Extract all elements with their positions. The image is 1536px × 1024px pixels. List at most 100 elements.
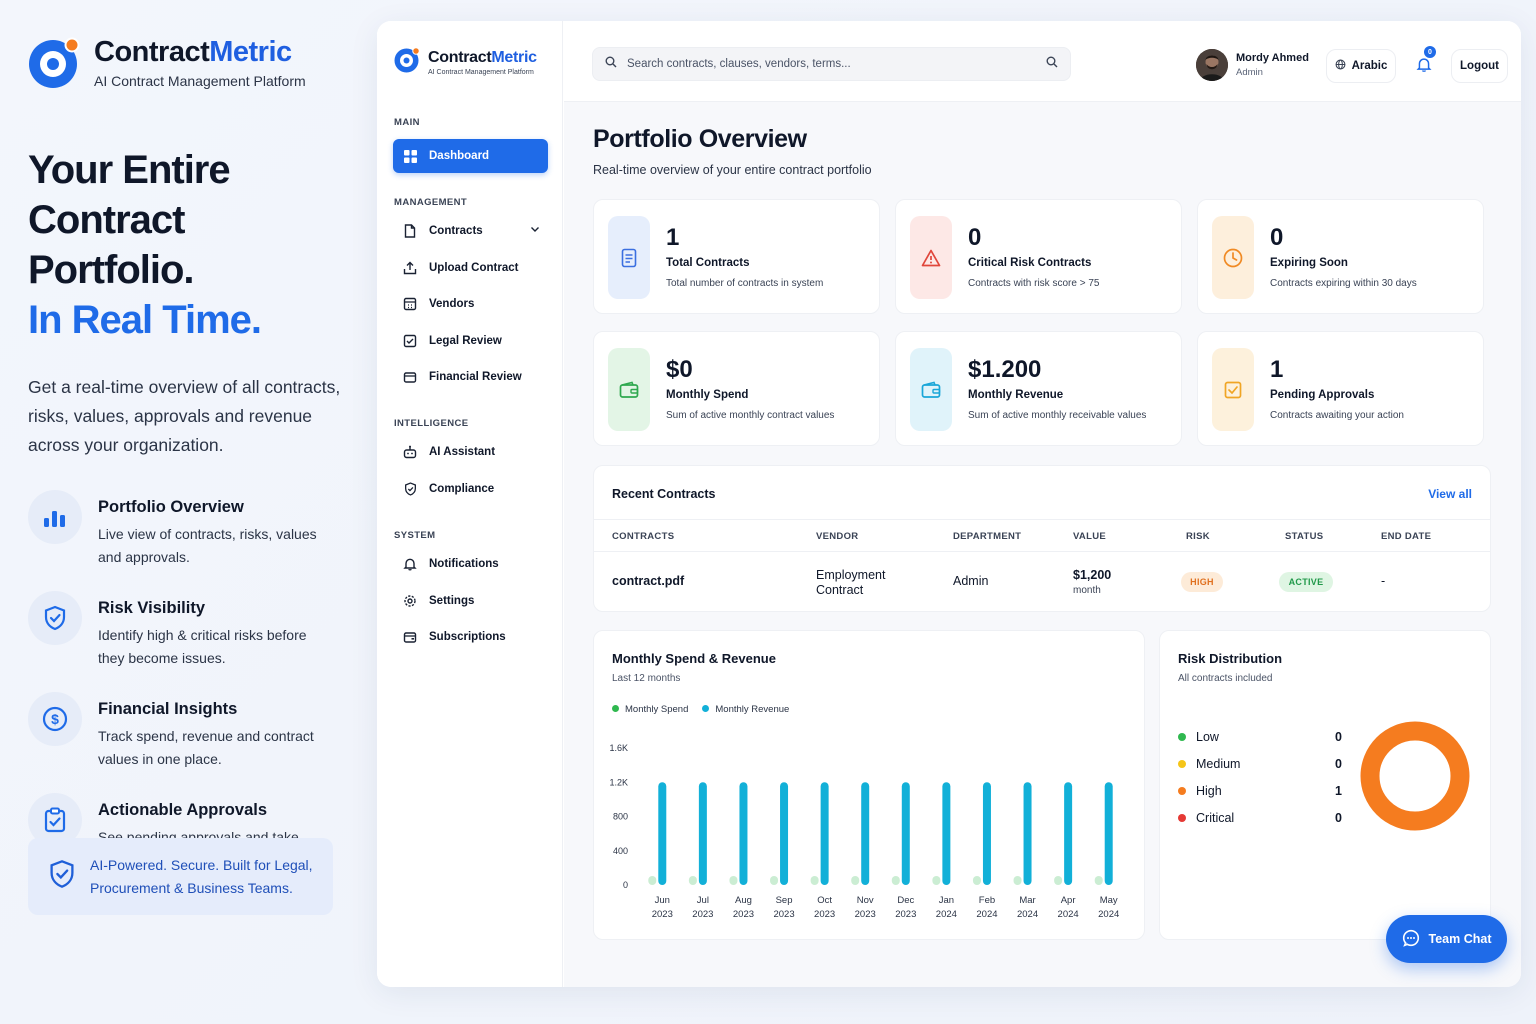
search-input[interactable] [627,58,1036,70]
recent-contracts-title: Recent Contracts [612,487,716,501]
team-chat-button[interactable]: Team Chat [1386,915,1507,963]
bar-revenue [1023,782,1032,885]
user-profile[interactable]: Mordy Ahmed Admin [1196,49,1309,81]
search-icon[interactable] [1046,55,1058,73]
shield-check-icon [403,482,417,496]
card-icon [403,630,417,644]
table-header: CONTRACTS VENDOR DEPARTMENT VALUE RISK S… [594,519,1490,552]
sidebar-item-legal-review[interactable]: Legal Review [393,324,548,358]
x-tick-label: 2023 [814,909,835,920]
stat-expiring-soon[interactable]: 0 Expiring Soon Contracts expiring withi… [1197,199,1484,314]
legend-spend[interactable]: Monthly Spend [612,704,688,715]
bar-revenue [1104,782,1113,885]
risk-distribution-card: Risk Distribution All contracts included… [1159,630,1491,940]
bar-chart-icon [28,490,82,544]
section-management: MANAGEMENT [394,197,468,208]
sidebar-brand-tagline: AI Contract Management Platform [428,69,534,76]
x-tick-label: Feb [979,895,995,906]
y-tick-label: 800 [613,812,628,822]
search-icon [605,55,617,73]
notifications-button[interactable]: 0 [1407,46,1441,83]
sidebar-item-financial-review[interactable]: Financial Review [393,360,548,394]
sidebar-item-compliance[interactable]: Compliance [393,472,548,506]
stat-total-contracts[interactable]: 1 Total Contracts Total number of contra… [593,199,880,314]
bar-revenue [780,782,789,885]
sidebar-item-upload[interactable]: Upload Contract [393,251,548,285]
x-tick-label: Jan [939,895,954,906]
chevron-down-icon[interactable] [530,224,540,237]
check-square-icon [1212,348,1254,431]
bar-revenue [739,782,748,885]
x-tick-label: 2023 [652,909,673,920]
bar-spend [972,876,981,885]
x-tick-label: 2023 [855,909,876,920]
robot-icon [403,445,417,459]
page-title: Portfolio Overview [593,125,807,153]
main-content: Mordy Ahmed Admin Arabic 0 Logout Portfo… [564,21,1521,987]
view-all-link[interactable]: View all [1428,487,1472,501]
bar-revenue [698,782,707,885]
language-button[interactable]: Arabic [1326,49,1396,83]
bar-revenue [658,782,667,885]
sidebar-item-contracts[interactable]: Contracts [393,214,548,248]
section-intelligence: INTELLIGENCE [394,418,469,430]
search-bar[interactable] [592,47,1071,81]
stat-critical-risk[interactable]: 0 Critical Risk Contracts Contracts with… [895,199,1182,314]
risk-row-medium[interactable]: Medium 0 [1178,757,1342,771]
spend-revenue-chart-card: Monthly Spend & Revenue Last 12 months M… [593,630,1145,940]
risk-title: Risk Distribution [1178,651,1283,666]
risk-row-high[interactable]: High 1 [1178,784,1342,798]
page-subtitle: Real-time overview of your entire contra… [593,163,872,177]
sidebar-item-subscriptions[interactable]: Subscriptions [393,620,548,654]
bar-spend [891,876,900,885]
stat-monthly-revenue[interactable]: $1.200 Monthly Revenue Sum of active mon… [895,331,1182,446]
sidebar-item-dashboard[interactable]: Dashboard [393,139,548,173]
x-tick-label: 2024 [936,909,957,920]
building-icon [403,297,417,311]
bar-spend [1094,876,1103,885]
sidebar-item-settings[interactable]: Settings [393,584,548,618]
gear-icon [403,594,417,608]
value-period: month [1073,585,1101,596]
x-tick-label: 2024 [1017,909,1038,920]
stat-pending-approvals[interactable]: 1 Pending Approvals Contracts awaiting y… [1197,331,1484,446]
feature-financial: $ Financial Insights Track spend, revenu… [28,692,358,771]
section-main: MAIN [394,117,420,128]
x-tick-label: Dec [897,895,914,906]
value-cell: $1,200 [1073,568,1112,582]
sidebar-brand-name: ContractMetric [428,49,537,66]
risk-row-low[interactable]: Low 0 [1178,730,1342,744]
sidebar-brand[interactable]: ContractMetric AI Contract Management Pl… [377,21,562,78]
svg-text:$: $ [51,711,59,727]
x-tick-label: 2023 [733,909,754,920]
y-tick-label: 400 [613,846,628,856]
user-name: Mordy Ahmed [1236,52,1309,64]
contract-name[interactable]: contract.pdf [612,574,685,588]
grid-icon [403,149,417,163]
brand-name: ContractMetric [94,36,292,68]
upload-icon [403,261,417,275]
wallet-icon [403,370,417,384]
sidebar-item-notifications[interactable]: Notifications [393,547,548,581]
status-badge: ACTIVE [1279,572,1333,592]
chart-subtitle: Last 12 months [612,673,681,684]
x-tick-label: Apr [1061,895,1076,906]
brand: ContractMetric AI Contract Management Pl… [28,36,358,89]
sidebar-item-ai-assistant[interactable]: AI Assistant [393,435,548,469]
sidebar-item-vendors[interactable]: Vendors [393,287,548,321]
legend-revenue[interactable]: Monthly Revenue [702,704,789,715]
stat-monthly-spend[interactable]: $0 Monthly Spend Sum of active monthly c… [593,331,880,446]
logout-button[interactable]: Logout [1451,49,1508,83]
x-tick-label: Jul [697,895,709,906]
risk-row-critical[interactable]: Critical 0 [1178,811,1342,825]
bar-revenue [942,782,951,885]
promo-panel: ContractMetric AI Contract Management Pl… [28,36,358,894]
chat-icon [1402,929,1420,950]
donut-slice-high[interactable] [1360,721,1470,831]
bar-spend [648,876,657,885]
app-window: ContractMetric AI Contract Management Pl… [377,21,1521,987]
user-role: Admin [1236,67,1263,78]
hero-description: Get a real-time overview of all contract… [28,377,341,455]
x-tick-label: Aug [735,895,752,906]
sidebar: ContractMetric AI Contract Management Pl… [377,21,563,987]
